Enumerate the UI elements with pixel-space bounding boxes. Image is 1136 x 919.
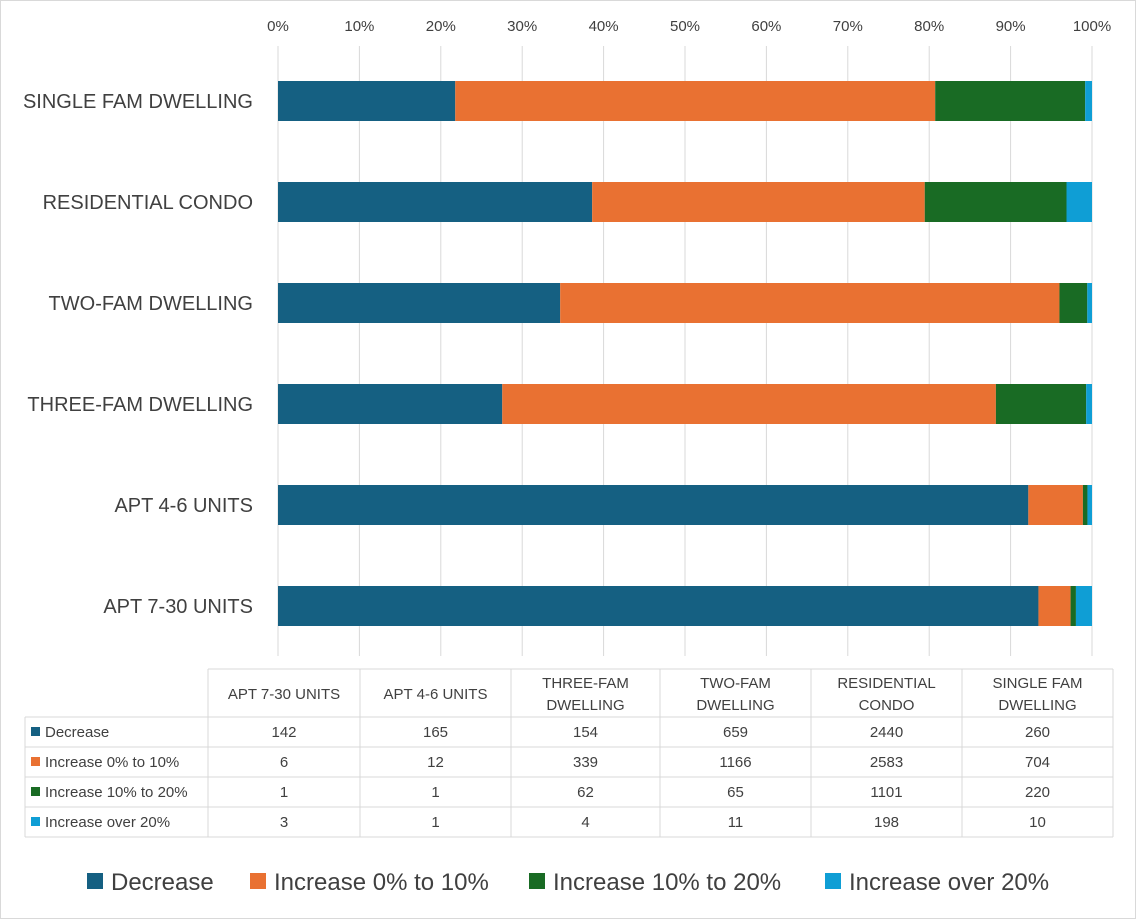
x-tick-label: 80% bbox=[914, 18, 944, 35]
bar-segment bbox=[278, 182, 593, 222]
bar-segment bbox=[592, 182, 925, 222]
table-cell: 2440 bbox=[870, 724, 903, 741]
bar-segment bbox=[924, 182, 1067, 222]
table-header: RESIDENTIAL bbox=[837, 675, 935, 692]
bar-segment bbox=[1085, 81, 1092, 121]
x-tick-label: 40% bbox=[589, 18, 619, 35]
legend-swatch bbox=[529, 873, 545, 889]
table-cell: 6 bbox=[280, 754, 288, 771]
legend-key-swatch bbox=[31, 817, 40, 826]
category-label: APT 4-6 UNITS bbox=[114, 495, 253, 517]
bar-segment bbox=[560, 283, 1060, 323]
x-tick-label: 10% bbox=[344, 18, 374, 35]
legend-label: Increase over 20% bbox=[849, 869, 1049, 896]
legend-swatch bbox=[87, 873, 103, 889]
table-cell: 65 bbox=[727, 784, 744, 801]
bar-segment bbox=[455, 81, 936, 121]
bar-segment bbox=[1066, 182, 1092, 222]
table-header: DWELLING bbox=[546, 697, 624, 714]
bar-segment bbox=[935, 81, 1086, 121]
table-cell: 220 bbox=[1025, 784, 1050, 801]
bar-segment bbox=[278, 283, 561, 323]
bar-segment bbox=[278, 586, 1039, 626]
table-cell: 142 bbox=[271, 724, 296, 741]
bar-segment bbox=[1038, 586, 1071, 626]
table-row-label: Increase 0% to 10% bbox=[45, 754, 179, 771]
table-cell: 4 bbox=[581, 814, 589, 831]
legend-label: Increase 0% to 10% bbox=[274, 869, 489, 896]
table-cell: 10 bbox=[1029, 814, 1046, 831]
x-tick-label: 60% bbox=[751, 18, 781, 35]
legend-key-swatch bbox=[31, 787, 40, 796]
table-header: DWELLING bbox=[998, 697, 1076, 714]
table-header: TWO-FAM bbox=[700, 675, 771, 692]
category-label: RESIDENTIAL CONDO bbox=[43, 192, 253, 214]
bar-segment bbox=[1082, 485, 1088, 525]
category-label: SINGLE FAM DWELLING bbox=[23, 91, 253, 113]
bar-segment bbox=[278, 384, 503, 424]
table-header: SINGLE FAM bbox=[992, 675, 1082, 692]
table-cell: 12 bbox=[427, 754, 444, 771]
legend-swatch bbox=[825, 873, 841, 889]
category-label: THREE-FAM DWELLING bbox=[27, 394, 253, 416]
x-tick-label: 100% bbox=[1073, 18, 1111, 35]
bar-segment bbox=[1059, 283, 1088, 323]
table-cell: 1166 bbox=[719, 754, 751, 771]
legend-key-swatch bbox=[31, 757, 40, 766]
table-header: CONDO bbox=[859, 697, 915, 714]
table-cell: 339 bbox=[573, 754, 598, 771]
bar-segment bbox=[278, 485, 1029, 525]
bar-segment bbox=[1087, 283, 1092, 323]
table-row-label: Decrease bbox=[45, 724, 109, 741]
bar-segment bbox=[1028, 485, 1083, 525]
legend-swatch bbox=[250, 873, 266, 889]
table-cell: 1 bbox=[280, 784, 288, 801]
table-header: APT 4-6 UNITS bbox=[384, 686, 488, 703]
table-cell: 198 bbox=[874, 814, 899, 831]
legend-label: Increase 10% to 20% bbox=[553, 869, 781, 896]
table-cell: 659 bbox=[723, 724, 748, 741]
table-cell: 1 bbox=[431, 784, 439, 801]
table-cell: 3 bbox=[280, 814, 288, 831]
x-tick-label: 70% bbox=[833, 18, 863, 35]
bar-segment bbox=[1070, 586, 1076, 626]
table-cell: 1101 bbox=[870, 784, 902, 801]
table-header: THREE-FAM bbox=[542, 675, 629, 692]
table-cell: 2583 bbox=[870, 754, 903, 771]
category-label: APT 7-30 UNITS bbox=[103, 596, 253, 618]
table-row-label: Increase 10% to 20% bbox=[45, 784, 188, 801]
bar-segment bbox=[1086, 384, 1092, 424]
bar-segment bbox=[995, 384, 1087, 424]
legend-label: Decrease bbox=[111, 869, 214, 896]
table-header: APT 7-30 UNITS bbox=[228, 686, 340, 703]
bar-segment bbox=[1075, 586, 1092, 626]
table-cell: 165 bbox=[423, 724, 448, 741]
bar-segment bbox=[278, 81, 456, 121]
table-cell: 704 bbox=[1025, 754, 1050, 771]
table-cell: 1 bbox=[431, 814, 439, 831]
x-tick-label: 0% bbox=[267, 18, 289, 35]
category-label: TWO-FAM DWELLING bbox=[49, 293, 253, 315]
x-tick-label: 50% bbox=[670, 18, 700, 35]
table-header: DWELLING bbox=[696, 697, 774, 714]
bar-segment bbox=[502, 384, 996, 424]
legend-key-swatch bbox=[31, 727, 40, 736]
bar-segment bbox=[1087, 485, 1092, 525]
x-tick-label: 30% bbox=[507, 18, 537, 35]
table-cell: 62 bbox=[577, 784, 594, 801]
x-tick-label: 20% bbox=[426, 18, 456, 35]
table-cell: 154 bbox=[573, 724, 598, 741]
table-cell: 260 bbox=[1025, 724, 1050, 741]
table-cell: 11 bbox=[728, 814, 744, 831]
table-row-label: Increase over 20% bbox=[45, 814, 170, 831]
x-tick-label: 90% bbox=[996, 18, 1026, 35]
